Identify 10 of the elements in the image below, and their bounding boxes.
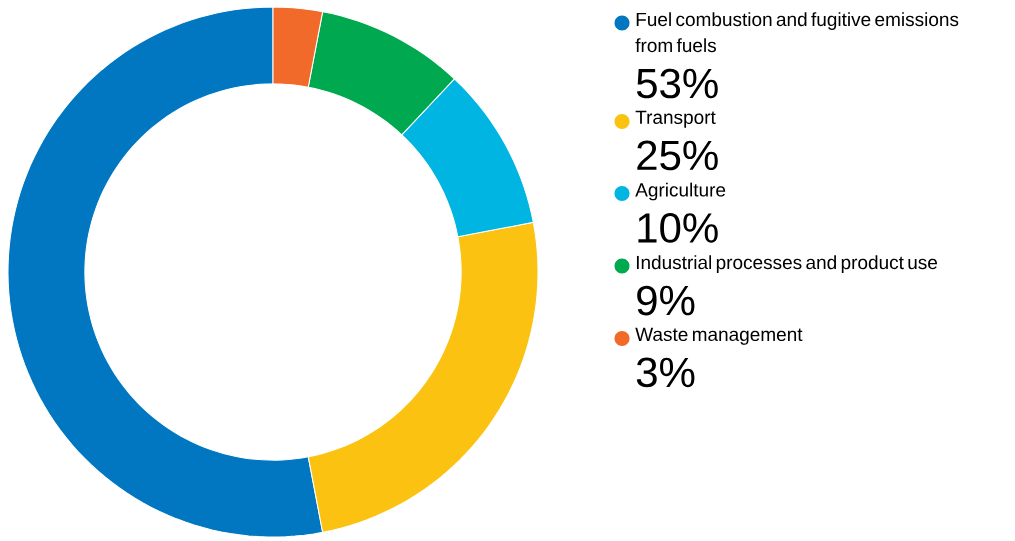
data-label: 25%: [637, 140, 718, 171]
legend-label: Industrial processes and product use: [636, 255, 938, 273]
legend-label: Agriculture: [635, 182, 726, 201]
legend-label: Transport: [635, 110, 716, 128]
data-label: 53%: [636, 68, 718, 99]
data-label: 10%: [638, 213, 718, 243]
legend-label: Fuel combustion and fugitive emissions from fuels: [635, 12, 959, 53]
data-label: 9%: [637, 285, 695, 316]
legend-label: Waste management: [635, 327, 803, 345]
data-label: 3%: [636, 357, 695, 388]
